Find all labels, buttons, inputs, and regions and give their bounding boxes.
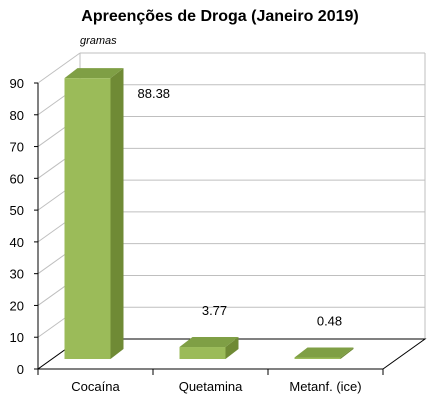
- bar-3: [294, 347, 354, 359]
- data-label: 3.77: [202, 303, 227, 318]
- y-tick-label: 20: [10, 298, 24, 313]
- grid-diagonal-90: [37, 52, 81, 84]
- bar-front-face: [294, 357, 341, 359]
- bar-2: [179, 337, 239, 359]
- bar-1: [64, 68, 124, 359]
- bar-side-face: [225, 337, 239, 359]
- bar-top-face: [179, 337, 239, 348]
- y-tick-label: 30: [10, 267, 24, 282]
- x-tick-label: Metanf. (ice): [289, 379, 361, 394]
- y-tick-label: 80: [10, 108, 24, 123]
- x-tick-label: Quetamina: [179, 379, 243, 394]
- bar-side-face: [340, 347, 354, 359]
- y-tick-label: 50: [10, 203, 24, 218]
- y-tick-label: 60: [10, 171, 24, 186]
- bar-side-face: [110, 68, 124, 359]
- chart-title: Apreenções de Droga (Janeiro 2019): [81, 8, 359, 25]
- bar-top-face: [294, 347, 354, 358]
- data-label: 88.38: [138, 86, 171, 101]
- y-axis-unit-label: gramas: [80, 35, 117, 47]
- axis-layer: 0 10 20 30 40 50 60 70 80 90 Cocaína Quetamina Metan…: [10, 76, 384, 394]
- y-tick-label: 70: [10, 140, 24, 155]
- bar-front-face: [64, 78, 111, 359]
- bar-front-face: [179, 347, 226, 359]
- labels-layer: 88.38 3.77 0.48: [138, 86, 343, 328]
- bars-layer: [64, 68, 354, 359]
- y-tick-label: 10: [10, 330, 24, 345]
- y-tick-label: 90: [10, 76, 24, 91]
- data-label: 0.48: [317, 313, 342, 328]
- x-tick-label: Cocaína: [71, 379, 120, 394]
- y-tick-label: 40: [10, 235, 24, 250]
- bar-top-face: [64, 68, 124, 79]
- y-tick-label: 0: [17, 362, 24, 377]
